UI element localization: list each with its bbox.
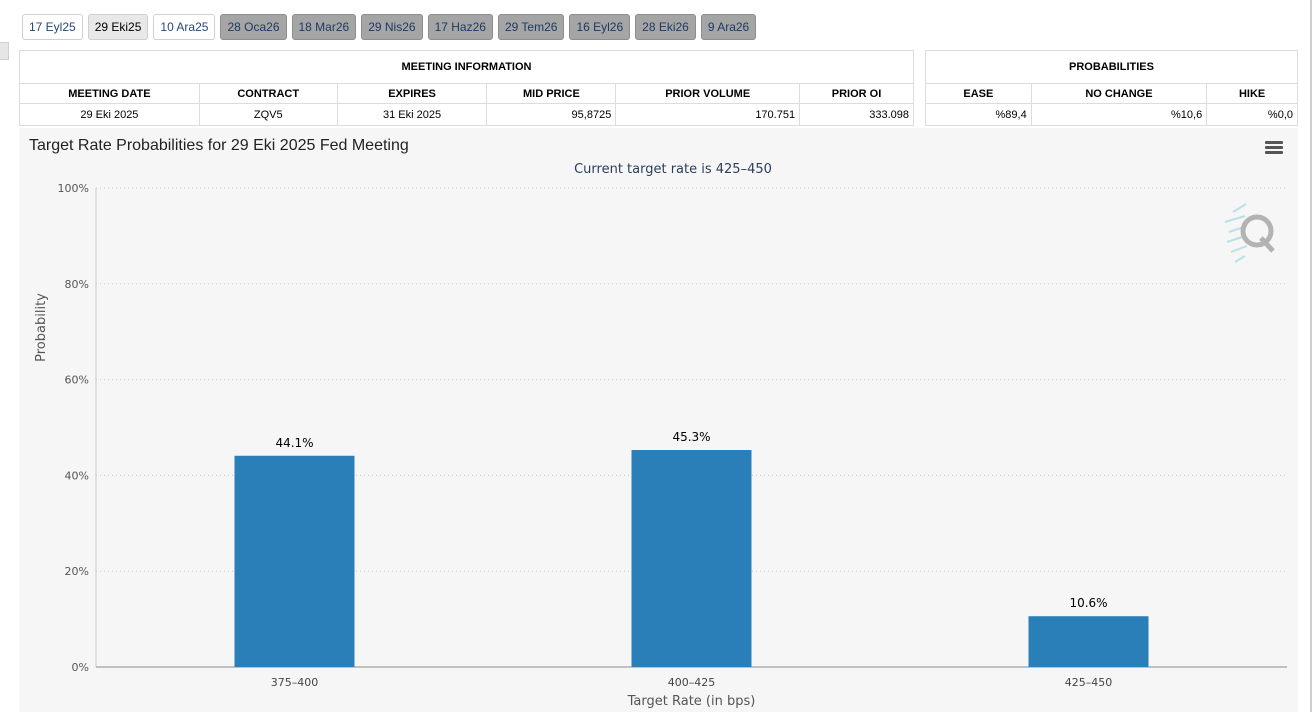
y-tick-label: 100% [58,182,89,195]
tab-meeting-4[interactable]: 18 Mar26 [291,14,357,40]
tab-meeting-10[interactable]: 9 Ara26 [700,14,757,40]
tab-meeting-3[interactable]: 28 Oca26 [220,14,287,40]
tab-meeting-1[interactable]: 29 Eki25 [87,14,149,40]
probabilities-table: PROBABILITIES EASE NO CHANGE HIKE %89,4 … [925,50,1298,126]
cell-contract: ZQV5 [198,103,338,126]
chart-subtitle: Current target rate is 425–450 [574,162,772,177]
tab-meeting-9[interactable]: 28 Eki26 [635,14,696,40]
cell-prior-oi: 333.098 [799,103,914,126]
tab-meeting-5[interactable]: 29 Nis26 [361,14,423,40]
left-edge-handle [0,42,9,60]
bar-2 [1028,616,1149,667]
chart-panel: Target Rate Probabilities for 29 Eki 202… [19,128,1298,712]
y-tick-label: 0% [72,661,89,674]
data-label: 10.6% [1069,596,1107,610]
cell-hike: %0,0 [1206,103,1298,126]
cell-meeting-date: 29 Eki 2025 [19,103,200,126]
probabilities-title: PROBABILITIES [925,50,1298,84]
x-tick-label: 400–425 [668,676,716,689]
hamburger-menu-icon[interactable] [1265,141,1283,155]
y-tick-label: 20% [65,565,89,578]
table-row: %89,4 %10,6 %0,0 [925,103,1298,126]
tab-meeting-2[interactable]: 10 Ara25 [153,14,216,40]
tab-meeting-8[interactable]: 16 Eyl26 [569,14,631,40]
meeting-information-title: MEETING INFORMATION [19,50,914,84]
table-row: 29 Eki 2025 ZQV5 31 Eki 2025 95,8725 170… [19,103,914,126]
cell-expires: 31 Eki 2025 [336,103,488,126]
x-tick-label: 375–400 [271,676,319,689]
header-ease: EASE [925,83,1032,104]
y-axis-title: Probability [34,293,49,362]
data-label: 44.1% [275,436,313,450]
y-tick-label: 80% [65,278,89,291]
data-label: 45.3% [672,430,710,444]
header-prior-volume: PRIOR VOLUME [615,83,801,104]
x-tick-label: 425–450 [1065,676,1113,689]
meeting-information-table: MEETING INFORMATION MEETING DATE CONTRAC… [19,50,914,126]
header-prior-oi: PRIOR OI [799,83,914,104]
chart-title: Target Rate Probabilities for 29 Eki 202… [29,137,409,154]
y-tick-label: 60% [65,374,89,387]
quikstrike-q-logo [1224,203,1275,263]
scrollbar[interactable] [1310,0,1312,712]
tab-meeting-7[interactable]: 29 Tem26 [497,14,565,40]
bar-0 [234,455,355,667]
header-expires: EXPIRES [336,83,488,104]
header-mid-price: MID PRICE [486,83,617,104]
tab-meeting-6[interactable]: 17 Haz26 [427,14,493,40]
x-axis-title: Target Rate (in bps) [627,694,756,709]
cell-ease: %89,4 [925,103,1032,126]
header-meeting-date: MEETING DATE [19,83,200,104]
probability-bar-chart: 0% 20% 40% 60% 80% 100% 44.1% 375–400 45.3% 400–4… [34,182,1287,709]
header-hike: HIKE [1206,83,1298,104]
header-no-change: NO CHANGE [1030,83,1208,104]
y-tick-label: 40% [65,469,89,482]
cell-prior-volume: 170.751 [615,103,801,126]
tab-meeting-0[interactable]: 17 Eyl25 [22,14,83,40]
header-contract: CONTRACT [198,83,338,104]
cell-mid-price: 95,8725 [486,103,617,126]
cell-no-change: %10,6 [1030,103,1208,126]
meeting-date-tabs: 17 Eyl25 29 Eki25 10 Ara25 28 Oca26 18 Mar26… [22,14,757,40]
bar-1 [631,450,752,667]
